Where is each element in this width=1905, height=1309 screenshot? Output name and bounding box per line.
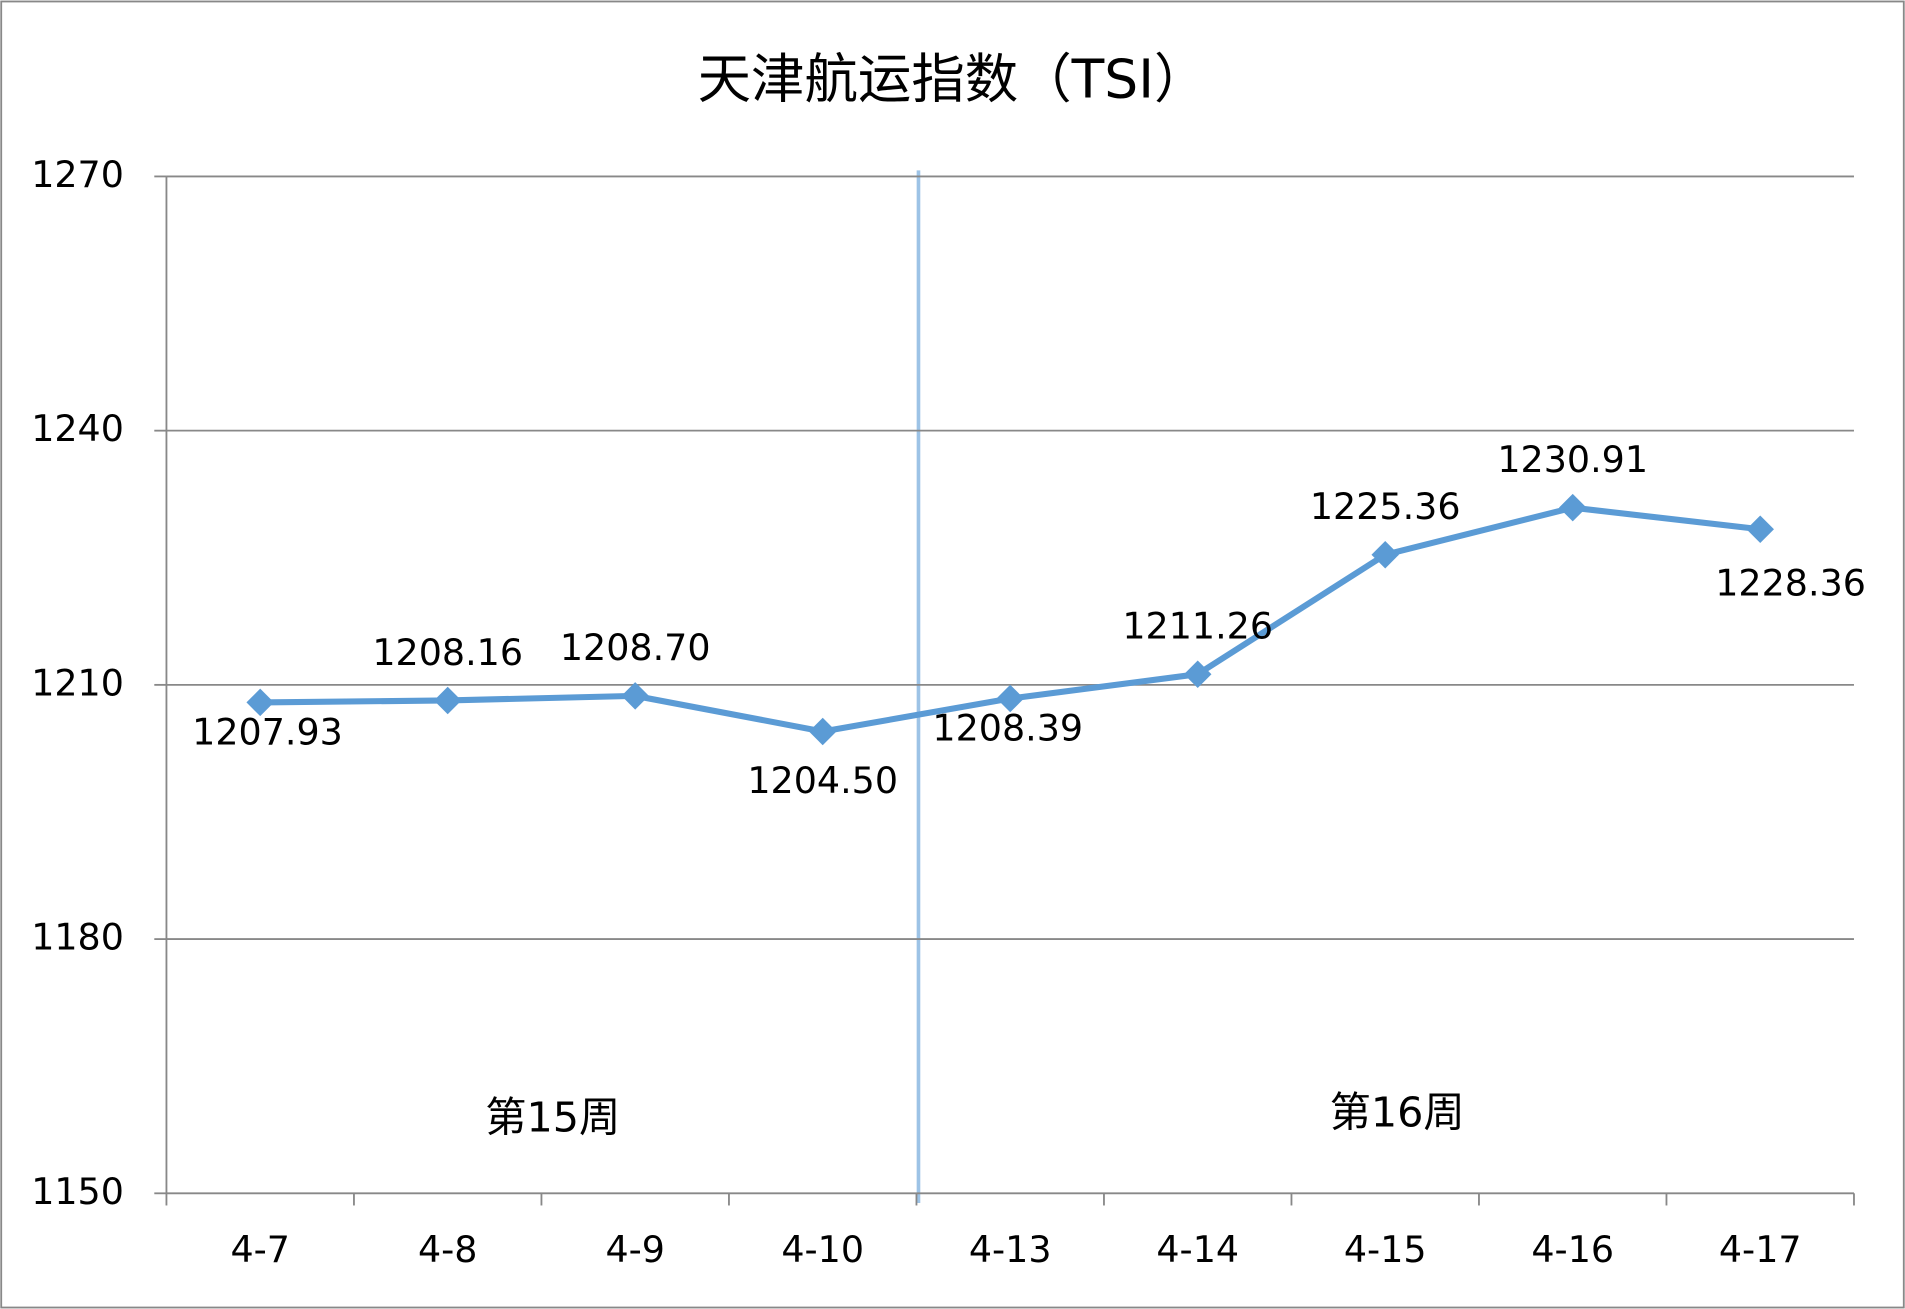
x-tick-label: 4-7 <box>230 1228 290 1271</box>
week-annotation: 第16周 <box>1330 1089 1465 1137</box>
x-tick-label: 4-17 <box>1719 1228 1802 1271</box>
x-tick-label: 4-9 <box>605 1228 665 1271</box>
marker <box>1183 660 1212 688</box>
marker <box>433 686 462 715</box>
data-label: 1230.91 <box>1497 438 1648 481</box>
y-tick-label: 1210 <box>31 661 124 704</box>
x-tick-label: 4-13 <box>969 1228 1052 1271</box>
marker <box>621 682 649 710</box>
y-tick-label: 1240 <box>31 407 124 450</box>
y-tick-label: 1180 <box>31 916 124 959</box>
data-label: 1225.36 <box>1310 485 1461 528</box>
marker <box>1371 540 1399 569</box>
data-label: 1208.16 <box>372 631 523 674</box>
week-annotation: 第15周 <box>485 1093 620 1141</box>
marker <box>808 717 837 746</box>
x-tick-label: 4-14 <box>1156 1228 1239 1271</box>
y-tick-label: 1270 <box>31 153 124 196</box>
data-label: 1211.26 <box>1122 605 1273 648</box>
y-tick-label: 1150 <box>31 1170 124 1213</box>
x-tick-label: 4-15 <box>1344 1228 1427 1271</box>
marker <box>1558 493 1587 522</box>
data-label: 1207.93 <box>192 711 343 754</box>
data-label: 1228.36 <box>1715 562 1866 605</box>
x-tick-label: 4-10 <box>781 1228 864 1271</box>
x-tick-label: 4-8 <box>418 1228 478 1271</box>
marker <box>996 684 1024 713</box>
data-label: 1204.50 <box>747 759 898 802</box>
x-tick-label: 4-16 <box>1531 1228 1614 1271</box>
data-label: 1208.39 <box>932 707 1083 750</box>
data-label: 1208.70 <box>560 626 711 669</box>
chart-title: 天津航运指数（TSI） <box>698 48 1208 111</box>
